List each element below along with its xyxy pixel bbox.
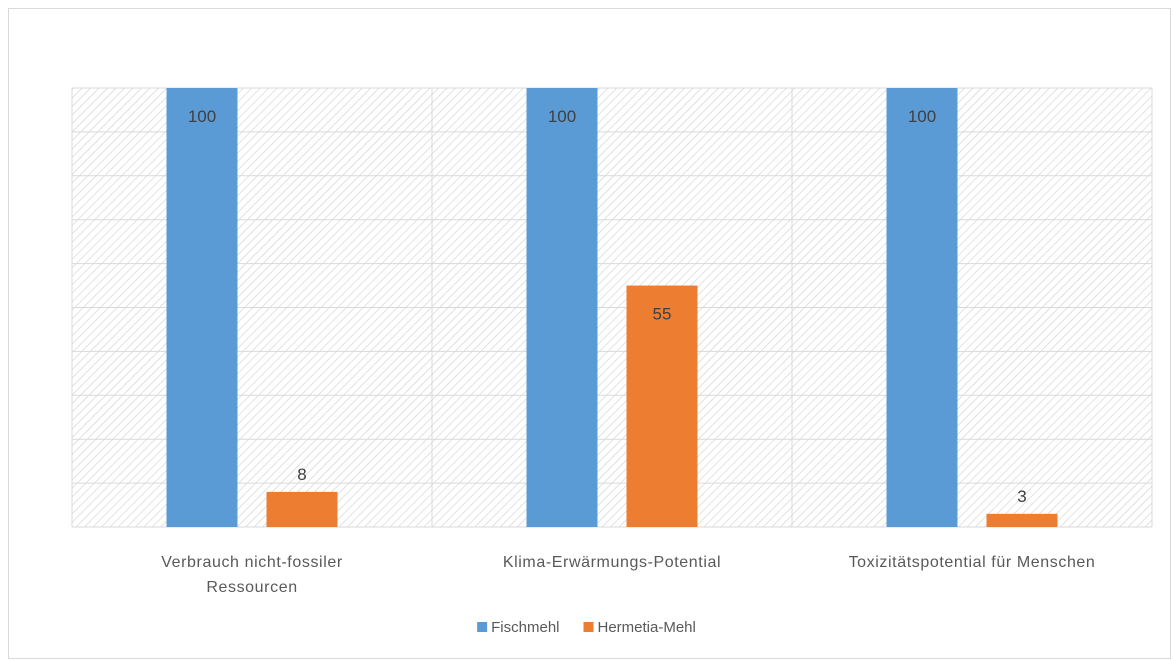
gridlines xyxy=(71,87,1153,528)
data-label-fischmehl-2: 100 xyxy=(548,107,576,126)
legend-swatch xyxy=(477,622,488,632)
bar-hermetia-mehl-3 xyxy=(986,513,1058,527)
data-label-fischmehl-3: 100 xyxy=(908,107,936,126)
legend-label: Fischmehl xyxy=(491,619,559,636)
bar-hermetia-mehl-2 xyxy=(626,285,698,527)
bar-fischmehl-3 xyxy=(886,88,958,527)
category-labels: Verbrauch nicht-fossiler Ressourcen Klima-… xyxy=(161,554,1095,596)
legend-item-fischmehl: Fischmehl xyxy=(477,619,560,636)
bars xyxy=(166,88,1058,527)
legend-item-hermetia-mehl: Hermetia-Mehl xyxy=(583,619,696,636)
category-label-3: Toxizitätspotential für Menschen xyxy=(849,554,1096,571)
category-label-1: Verbrauch nicht-fossiler xyxy=(161,554,343,571)
data-label-hermetia-mehl-3: 3 xyxy=(1017,487,1026,506)
bar-hermetia-mehl-1 xyxy=(266,491,338,527)
data-label-fischmehl-1: 100 xyxy=(188,107,216,126)
bar-fischmehl-1 xyxy=(166,88,238,527)
legend: Fischmehl Hermetia-Mehl xyxy=(477,619,696,636)
legend-swatch xyxy=(583,622,594,632)
category-label-2: Klima-Erwärmungs-Potential xyxy=(503,554,721,571)
bar-fischmehl-2 xyxy=(526,88,598,527)
category-label-1: Ressourcen xyxy=(206,579,297,596)
data-label-hermetia-mehl-1: 8 xyxy=(297,465,306,484)
legend-label: Hermetia-Mehl xyxy=(598,619,696,636)
data-labels: 100 100 100 8 55 3 xyxy=(188,107,1027,506)
data-label-hermetia-mehl-2: 55 xyxy=(653,305,672,324)
